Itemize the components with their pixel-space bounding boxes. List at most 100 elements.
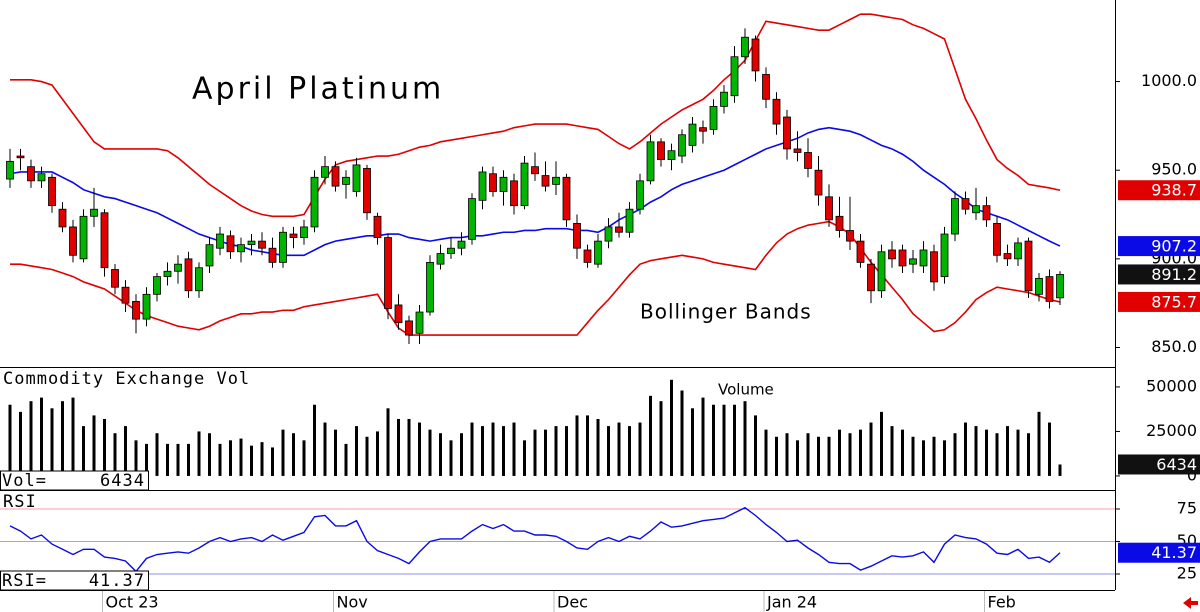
candle-body: [1056, 274, 1064, 299]
volume-bar: [785, 433, 789, 476]
candle-body: [510, 180, 518, 207]
candle-body: [363, 168, 371, 214]
candle-body: [79, 215, 88, 260]
volume-bar: [953, 433, 957, 476]
panel-title: RSI: [3, 492, 37, 512]
volume-bar: [82, 426, 85, 476]
volume-bar: [50, 408, 54, 476]
volume-bar: [712, 404, 715, 476]
volume-bar: [1037, 411, 1041, 476]
chart-title: April Platinum: [192, 72, 444, 107]
candle-body: [615, 226, 623, 233]
candle-body: [447, 247, 455, 254]
candle-body: [16, 155, 25, 159]
volume-bar: [838, 429, 841, 476]
volume-bar: [481, 426, 484, 476]
volume-bar: [113, 433, 117, 476]
candle-body: [478, 171, 487, 201]
volume-bar: [71, 397, 75, 476]
volume-bar: [544, 429, 547, 476]
volume-bar: [302, 440, 306, 476]
volume-bar: [701, 397, 705, 476]
candle-body: [772, 98, 781, 125]
volume-bar: [397, 418, 400, 476]
x-tick-label: Jan 24: [766, 593, 817, 612]
volume-bar: [638, 422, 642, 476]
candle-body: [541, 175, 550, 187]
volume-bar: [407, 418, 411, 476]
volume-bar: [974, 426, 978, 476]
volume-bar: [869, 422, 873, 476]
candle-body: [100, 212, 109, 269]
candle-body: [58, 208, 67, 228]
candle-body: [762, 74, 770, 100]
candle-body: [468, 198, 476, 240]
candle-body: [426, 261, 434, 313]
candle-body: [636, 180, 644, 210]
panel-label: Volume: [718, 381, 774, 399]
readout-box: [0, 570, 149, 591]
candle-body: [111, 269, 119, 288]
last-value-box: [1118, 180, 1200, 201]
candle-body: [688, 123, 697, 146]
volume-bar: [880, 411, 883, 476]
last-value-label: 875.7: [1151, 292, 1197, 311]
rsi-line: [9, 506, 1061, 573]
candle-body: [384, 237, 392, 309]
candle-body: [331, 166, 340, 187]
volume-bar: [292, 433, 295, 476]
y-tick-label: 50000: [1146, 376, 1197, 395]
candle-body: [300, 226, 308, 238]
candle-body: [436, 253, 445, 265]
volume-bar: [1027, 433, 1030, 476]
volume-bar: [806, 433, 810, 476]
volume-bar: [197, 431, 201, 476]
volume-bar: [995, 433, 999, 476]
volume-bar: [449, 440, 453, 476]
candle-body: [132, 301, 140, 320]
candle-body: [1003, 253, 1012, 260]
volume-bar: [145, 443, 148, 476]
volume-bar: [61, 401, 64, 476]
last-value-box: [1118, 542, 1200, 563]
candle-body: [909, 258, 917, 265]
candle-body: [499, 176, 508, 192]
x-tick-label: Dec: [557, 593, 588, 612]
candle-body: [730, 56, 739, 97]
candle-body: [226, 235, 235, 253]
candle-body: [951, 198, 959, 235]
volume-bar: [208, 433, 211, 476]
readout-value: 41.37: [89, 571, 145, 591]
candle-body: [6, 160, 14, 180]
candle-body: [667, 150, 676, 160]
panel-title: Commodity Exchange Vol: [3, 369, 250, 389]
volume-bar: [8, 404, 12, 476]
candle-body: [237, 244, 245, 253]
volume-bar: [502, 426, 505, 476]
candle-body: [856, 240, 865, 263]
volume-bar: [239, 438, 243, 476]
volume-bar: [932, 436, 936, 476]
candle-body: [289, 233, 298, 238]
y-tick-label: 25000: [1146, 421, 1197, 440]
readout-label: Vol=: [2, 471, 47, 491]
x-tick-label: Nov: [337, 593, 368, 612]
scroll-arrow[interactable]: [1183, 597, 1198, 609]
volume-bar: [19, 411, 22, 476]
volume-bar: [1058, 464, 1062, 476]
candle-body: [678, 134, 686, 157]
candle-body: [69, 226, 77, 256]
candle-body: [531, 166, 539, 175]
volume-bar: [890, 426, 894, 476]
volume-bar: [722, 404, 726, 476]
candle-body: [195, 267, 203, 292]
volume-bar: [943, 440, 946, 476]
candle-body: [405, 320, 413, 336]
volume-bar: [134, 440, 138, 476]
candle-body: [520, 162, 529, 207]
volume-bar: [859, 429, 862, 476]
volume-bar: [617, 422, 621, 476]
candle-body: [646, 141, 655, 182]
candle-body: [27, 166, 35, 182]
candle-body: [814, 169, 823, 196]
